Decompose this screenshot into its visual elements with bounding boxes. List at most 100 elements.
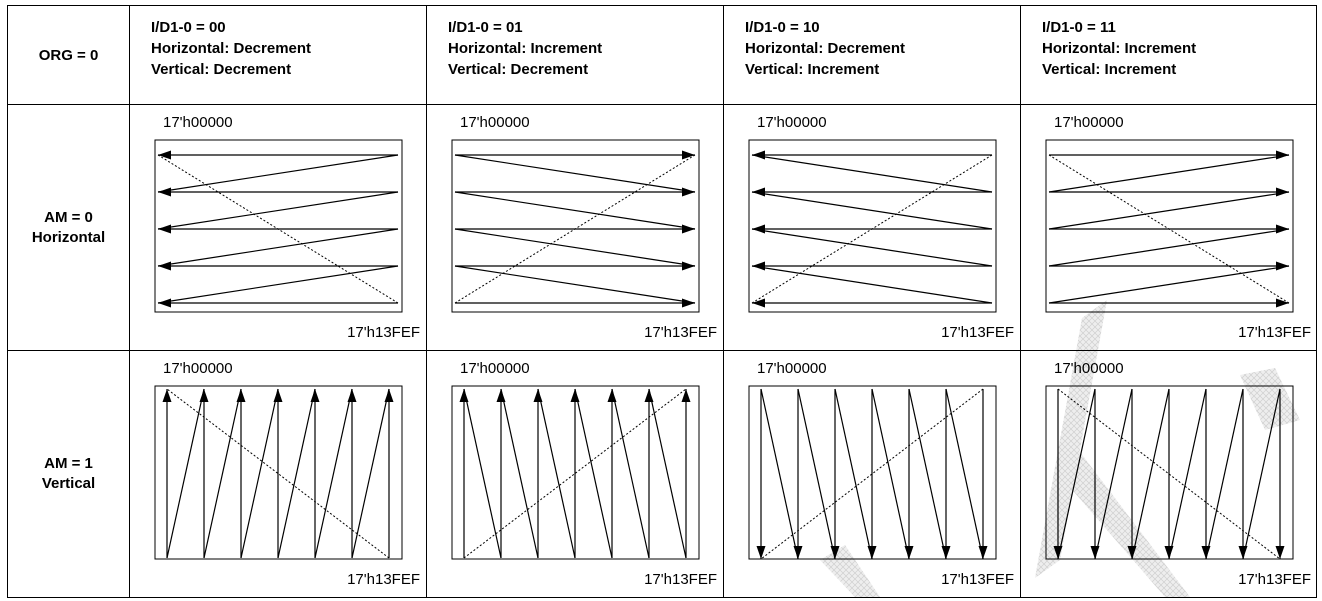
end-address-label: 17'h13FEF: [1238, 324, 1311, 341]
end-address-label: 17'h13FEF: [644, 571, 717, 588]
scan-mode-label: Vertical: [41, 475, 96, 492]
retrace-line: [537, 388, 576, 559]
memory-frame: [154, 385, 403, 560]
retrace-line: [157, 191, 399, 230]
retrace-line: [1205, 388, 1244, 560]
scan-column-arrow-head: [681, 389, 691, 402]
vertical-direction-label: Vertical: Decrement: [151, 61, 292, 78]
vertical-direction-label: Vertical: Increment: [745, 61, 880, 78]
retrace-line: [203, 388, 242, 559]
id-setting-label: I/D1-0 = 11: [1042, 19, 1116, 36]
retrace-line: [1242, 388, 1281, 560]
retrace-line: [1094, 388, 1133, 560]
column-header-00: I/D1-0 = 00 Horizontal: Decrement Vertical…: [129, 5, 427, 105]
scan-column-arrow-head: [162, 389, 172, 402]
start-end-diagonal: [454, 154, 696, 304]
end-address-label: 17'h13FEF: [941, 571, 1014, 588]
scan-mode-label: Horizontal: [31, 228, 106, 246]
scan-line-arrow-head: [682, 150, 695, 160]
memory-frame: [748, 139, 997, 313]
memory-frame: [1045, 139, 1294, 313]
retrace-line: [166, 388, 205, 559]
diagram-cell-am1-00: 17'h00000 17'h13FEF: [129, 350, 427, 598]
diagram-cell-am0-11: 17'h00000 17'h13FEF: [1020, 104, 1317, 351]
start-address-label: 17'h00000: [460, 114, 530, 131]
start-address-label: 17'h00000: [757, 114, 827, 131]
start-address-label: 17'h00000: [1054, 114, 1124, 131]
scan-line-arrow-head: [682, 261, 695, 271]
retrace-line: [751, 265, 993, 304]
scan-line-arrow-head: [1276, 150, 1289, 160]
start-end-diagonal: [1057, 388, 1281, 560]
start-end-diagonal: [166, 388, 390, 559]
diagram-cell-am1-11: 17'h00000 17'h13FEF: [1020, 350, 1317, 598]
retrace-line: [751, 191, 993, 230]
vertical-direction-label: Vertical: Decrement: [448, 61, 589, 78]
horizontal-direction-label: Horizontal: Increment: [448, 40, 603, 57]
org-label: ORG = 0: [38, 46, 99, 64]
diagram-cell-am0-10: 17'h00000 17'h13FEF: [723, 104, 1021, 351]
retrace-line: [1168, 388, 1207, 560]
memory-frame: [451, 385, 700, 560]
start-end-diagonal: [1048, 154, 1290, 304]
horizontal-direction-label: Horizontal: Decrement: [745, 40, 906, 57]
start-address-label: 17'h00000: [757, 360, 827, 377]
horizontal-direction-label: Horizontal: Decrement: [151, 40, 312, 57]
horizontal-direction-label: Horizontal: Increment: [1042, 40, 1197, 57]
diagram-cell-am1-01: 17'h00000 17'h13FEF: [426, 350, 724, 598]
scan-line-arrow-head: [158, 187, 171, 197]
id-setting-label: I/D1-0 = 01: [448, 19, 523, 36]
start-address-label: 17'h00000: [163, 360, 233, 377]
scan-line-arrow-head: [752, 224, 765, 234]
retrace-line: [454, 265, 696, 304]
scan-column-arrow-head: [1275, 546, 1285, 559]
retrace-line: [157, 228, 399, 267]
scan-line-arrow-head: [1276, 224, 1289, 234]
retrace-line: [1048, 154, 1290, 193]
memory-frame: [451, 139, 700, 313]
retrace-line: [1048, 265, 1290, 304]
retrace-line: [454, 154, 696, 193]
diagram-cell-am0-01: 17'h00000 17'h13FEF: [426, 104, 724, 351]
retrace-line: [751, 154, 993, 193]
scan-line-arrow-head: [752, 187, 765, 197]
end-address-label: 17'h13FEF: [1238, 571, 1311, 588]
memory-frame: [154, 139, 403, 313]
retrace-line: [157, 265, 399, 304]
scan-line-arrow-head: [158, 298, 171, 308]
id-setting-label: I/D1-0 = 10: [745, 19, 820, 36]
retrace-line: [1131, 388, 1170, 560]
retrace-line: [871, 388, 910, 560]
start-address-label: 17'h00000: [1054, 360, 1124, 377]
diagram-cell-am0-00: 17'h00000 17'h13FEF: [129, 104, 427, 351]
scan-line-arrow-head: [1276, 187, 1289, 197]
scan-line-arrow-head: [752, 150, 765, 160]
retrace-line: [454, 191, 696, 230]
vertical-direction-label: Vertical: Increment: [1042, 61, 1177, 78]
scan-line-arrow-head: [1276, 261, 1289, 271]
id-setting-label: I/D1-0 = 00: [151, 19, 226, 36]
start-end-diagonal: [760, 388, 984, 560]
end-address-label: 17'h13FEF: [347, 324, 420, 341]
retrace-line: [1057, 388, 1096, 560]
scan-column-arrow-head: [756, 546, 766, 559]
scan-line-arrow-head: [158, 261, 171, 271]
retrace-line: [1048, 228, 1290, 267]
scan-line-arrow-head: [1276, 298, 1289, 308]
start-end-diagonal: [751, 154, 993, 304]
retrace-line: [277, 388, 316, 559]
column-header-10: I/D1-0 = 10 Horizontal: Decrement Vertical…: [723, 5, 1021, 105]
retrace-line: [760, 388, 799, 560]
retrace-line: [574, 388, 613, 559]
start-end-diagonal: [157, 154, 399, 304]
row-label-am0: AM = 0 Horizontal: [7, 104, 130, 351]
retrace-line: [463, 388, 502, 559]
org-label-cell: ORG = 0: [7, 5, 130, 105]
scan-line-arrow-head: [158, 150, 171, 160]
retrace-line: [797, 388, 836, 560]
retrace-line: [648, 388, 687, 559]
retrace-line: [157, 154, 399, 193]
end-address-label: 17'h13FEF: [644, 324, 717, 341]
end-address-label: 17'h13FEF: [347, 571, 420, 588]
am-setting-label: AM = 0: [44, 208, 93, 226]
